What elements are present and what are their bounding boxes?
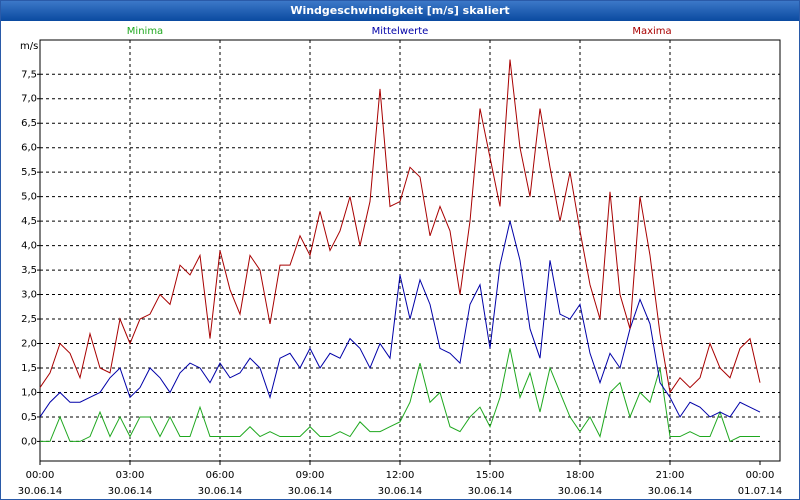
x-tick-date: 30.06.14 [648,486,693,497]
y-tick-label: 1,0 [21,387,37,398]
legend-entry: Maxima [632,26,671,37]
x-tick-label: 18:00 [566,470,595,481]
title-bar [1,1,799,21]
x-tick-date: 30.06.14 [18,486,63,497]
legend-entry: Minima [127,26,163,37]
y-tick-label: 1,5 [21,363,37,374]
y-tick-label: 3,0 [21,290,37,301]
x-tick-label: 12:00 [386,470,415,481]
series-line [39,221,761,418]
series-line [39,59,761,394]
y-tick-label: 6,5 [21,118,37,129]
y-tick-label: 0,0 [21,436,37,447]
x-tick-date: 30.06.14 [198,486,243,497]
y-tick-label: 4,0 [21,241,37,252]
y-tick-label: 7,5 [21,69,37,80]
y-tick-label: 7,0 [21,94,37,105]
x-tick-date: 30.06.14 [468,486,513,497]
x-tick-label: 06:00 [206,470,235,481]
x-tick-date: 01.07.14 [738,486,783,497]
y-tick-label: 4,5 [21,216,37,227]
y-tick-label: 5,0 [21,192,37,203]
x-tick-label: 00:00 [746,470,775,481]
legend-entry: Mittelwerte [372,26,429,37]
x-tick-label: 03:00 [116,470,145,481]
x-tick-label: 00:00 [26,470,55,481]
y-tick-label: 6,0 [21,143,37,154]
series-line [40,348,760,443]
plot-area [39,39,781,462]
x-tick-date: 30.06.14 [288,486,333,497]
x-tick-date: 30.06.14 [558,486,603,497]
y-tick-label: 0,5 [21,412,37,423]
x-tick-date: 30.06.14 [378,486,423,497]
x-tick-label: 21:00 [656,470,685,481]
chart-title: Windgeschwindigkeit [m/s] skaliert [290,4,509,17]
y-axis-label: m/s [20,41,38,52]
y-tick-label: 2,5 [21,314,37,325]
x-tick-date: 30.06.14 [108,486,153,497]
x-tick-label: 09:00 [296,470,325,481]
y-tick-label: 5,5 [21,167,37,178]
y-tick-label: 3,5 [21,265,37,276]
x-tick-label: 15:00 [476,470,505,481]
y-tick-label: 2,0 [21,339,37,350]
